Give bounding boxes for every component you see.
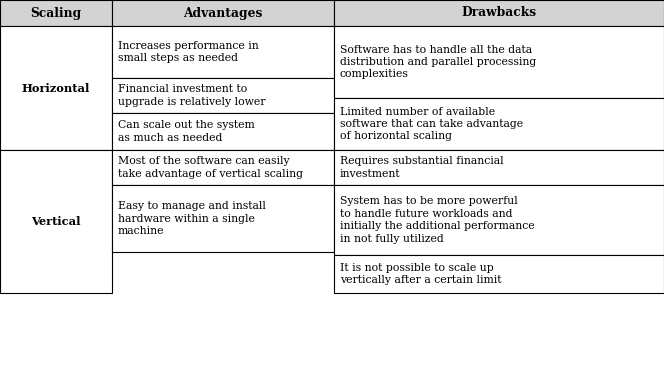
Bar (112, 26, 334, 78)
Text: Scaling: Scaling (31, 6, 82, 19)
Bar (0, 150, 112, 293)
Bar (112, 78, 334, 113)
Bar (334, 255, 664, 293)
Bar (0, 26, 112, 150)
Text: It is not possible to scale up
vertically after a certain limit: It is not possible to scale up verticall… (340, 263, 501, 285)
Text: Most of the software can easily
take advantage of vertical scaling: Most of the software can easily take adv… (118, 156, 303, 179)
Text: Can scale out the system
as much as needed: Can scale out the system as much as need… (118, 120, 255, 143)
Bar (112, 0, 334, 26)
Bar (0, 0, 112, 26)
Bar (334, 26, 664, 98)
Bar (112, 113, 334, 150)
Bar (334, 150, 664, 185)
Bar (112, 150, 334, 185)
Bar (334, 98, 664, 150)
Bar (334, 0, 664, 26)
Text: Software has to handle all the data
distribution and parallel processing
complex: Software has to handle all the data dist… (340, 45, 537, 79)
Text: Advantages: Advantages (183, 6, 263, 19)
Bar (334, 185, 664, 255)
Bar (112, 185, 334, 252)
Text: Drawbacks: Drawbacks (461, 6, 537, 19)
Text: System has to be more powerful
to handle future workloads and
initially the addi: System has to be more powerful to handle… (340, 196, 535, 244)
Text: Requires substantial financial
investment: Requires substantial financial investmen… (340, 156, 503, 179)
Text: Financial investment to
upgrade is relatively lower: Financial investment to upgrade is relat… (118, 84, 266, 107)
Text: Easy to manage and install
hardware within a single
machine: Easy to manage and install hardware with… (118, 201, 266, 236)
Text: Limited number of available
software that can take advantage
of horizontal scali: Limited number of available software tha… (340, 106, 523, 141)
Text: Vertical: Vertical (31, 216, 81, 227)
Text: Increases performance in
small steps as needed: Increases performance in small steps as … (118, 41, 259, 63)
Text: Horizontal: Horizontal (22, 83, 90, 94)
